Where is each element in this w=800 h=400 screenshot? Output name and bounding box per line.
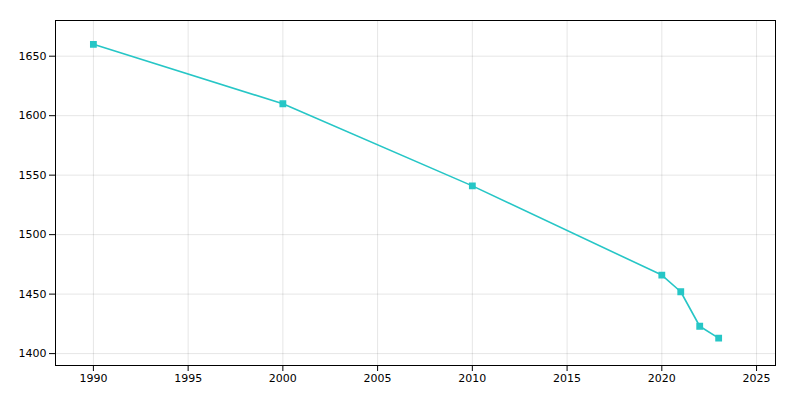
- svg-text:1600: 1600: [19, 109, 47, 122]
- svg-text:1990: 1990: [79, 372, 107, 385]
- svg-text:2020: 2020: [648, 372, 676, 385]
- svg-text:1400: 1400: [19, 347, 47, 360]
- svg-text:1500: 1500: [19, 228, 47, 241]
- svg-text:1550: 1550: [19, 169, 47, 182]
- svg-text:1995: 1995: [174, 372, 202, 385]
- svg-text:2010: 2010: [458, 372, 486, 385]
- svg-text:2005: 2005: [364, 372, 392, 385]
- svg-text:1450: 1450: [19, 288, 47, 301]
- svg-text:1650: 1650: [19, 50, 47, 63]
- svg-text:2015: 2015: [553, 372, 581, 385]
- svg-text:2000: 2000: [269, 372, 297, 385]
- svg-text:2025: 2025: [743, 372, 771, 385]
